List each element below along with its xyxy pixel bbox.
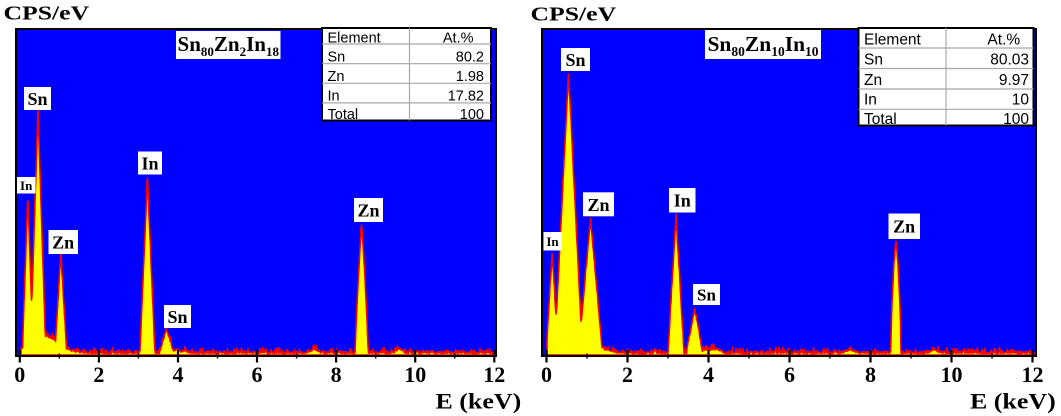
- svg-text:Element: Element: [328, 30, 381, 46]
- svg-text:100: 100: [1003, 111, 1029, 128]
- svg-text:In: In: [141, 154, 158, 174]
- svg-text:4: 4: [703, 362, 714, 387]
- svg-text:Total: Total: [328, 107, 359, 123]
- svg-text:8: 8: [331, 362, 342, 387]
- svg-text:Sn: Sn: [27, 89, 47, 109]
- svg-text:Zn: Zn: [328, 69, 345, 85]
- svg-text:2: 2: [93, 362, 104, 387]
- svg-text:0: 0: [541, 362, 552, 387]
- svg-text:Zn: Zn: [587, 195, 609, 215]
- svg-text:10: 10: [404, 362, 426, 387]
- svg-text:80.03: 80.03: [990, 52, 1029, 69]
- svg-text:In: In: [546, 234, 559, 249]
- svg-text:In: In: [674, 191, 691, 211]
- svg-text:12: 12: [483, 362, 505, 387]
- svg-text:Sn: Sn: [328, 50, 346, 66]
- svg-text:Zn: Zn: [864, 72, 882, 89]
- svg-text:In: In: [864, 92, 877, 109]
- svg-text:17.82: 17.82: [448, 88, 484, 104]
- svg-text:4: 4: [173, 362, 184, 387]
- svg-text:Zn: Zn: [52, 233, 74, 253]
- svg-text:Element: Element: [864, 32, 922, 49]
- svg-text:2: 2: [622, 362, 633, 387]
- svg-text:1.98: 1.98: [456, 69, 484, 85]
- svg-text:Sn80Zn10In10: Sn80Zn10In10: [707, 32, 818, 59]
- svg-text:Zn: Zn: [357, 201, 379, 221]
- svg-text:12: 12: [1022, 362, 1044, 387]
- svg-text:100: 100: [460, 107, 484, 123]
- svg-text:Sn: Sn: [864, 52, 883, 69]
- svg-text:9.97: 9.97: [999, 72, 1029, 89]
- svg-text:0: 0: [14, 362, 25, 387]
- svg-text:CPS/eV: CPS/eV: [4, 1, 90, 24]
- svg-text:At.%: At.%: [987, 32, 1020, 49]
- svg-text:80.2: 80.2: [456, 50, 484, 66]
- svg-text:8: 8: [865, 362, 876, 387]
- svg-text:E (keV): E (keV): [970, 390, 1056, 414]
- svg-text:Sn: Sn: [167, 307, 187, 327]
- svg-text:6: 6: [252, 362, 263, 387]
- svg-text:Zn: Zn: [893, 217, 915, 237]
- svg-text:CPS/eV: CPS/eV: [531, 2, 617, 25]
- svg-text:Sn80Zn2In18: Sn80Zn2In18: [178, 32, 280, 59]
- svg-text:In: In: [328, 88, 340, 104]
- svg-text:E (keV): E (keV): [436, 390, 522, 414]
- svg-text:In: In: [20, 178, 33, 193]
- svg-text:10: 10: [1012, 92, 1030, 109]
- svg-text:Sn: Sn: [697, 286, 716, 305]
- svg-text:At.%: At.%: [443, 30, 474, 46]
- svg-text:Sn: Sn: [565, 50, 585, 70]
- svg-text:Total: Total: [864, 111, 897, 128]
- svg-text:6: 6: [784, 362, 795, 387]
- svg-text:10: 10: [941, 362, 963, 387]
